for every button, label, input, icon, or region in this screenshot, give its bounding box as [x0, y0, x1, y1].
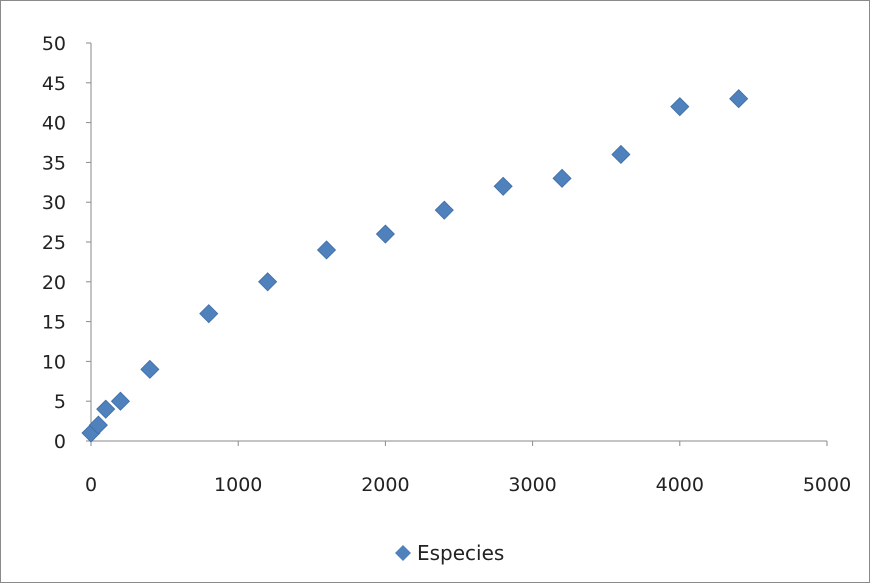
data-point — [552, 168, 572, 188]
data-point — [88, 415, 108, 435]
data-point — [140, 359, 160, 379]
x-tick-label: 1000 — [214, 474, 262, 496]
y-tick-label: 15 — [42, 312, 66, 334]
y-tick-label: 35 — [42, 152, 66, 174]
data-point — [316, 240, 337, 260]
y-tick-label: 10 — [42, 351, 66, 373]
data-point — [670, 97, 690, 117]
y-tick-label: 30 — [42, 192, 66, 214]
x-tick-label: 2000 — [361, 474, 409, 496]
y-axis: 0 5 10 15 20 25 30 35 40 45 50 — [42, 33, 92, 453]
y-tick-label: 5 — [54, 391, 66, 413]
y-tick-label: 0 — [54, 431, 66, 453]
y-tick-label: 25 — [42, 232, 66, 254]
x-axis: 0 1000 2000 3000 4000 5000 — [85, 440, 851, 496]
x-tick-label: 4000 — [656, 474, 704, 496]
y-tick-label: 45 — [42, 73, 66, 95]
data-point — [493, 176, 513, 196]
x-tick-label: 0 — [85, 474, 97, 496]
data-point — [375, 224, 395, 244]
x-tick-label: 3000 — [508, 474, 556, 496]
legend: Especies — [395, 541, 504, 565]
data-point — [110, 391, 131, 411]
data-point — [611, 144, 631, 165]
data-point — [199, 304, 219, 324]
x-tick-label: 5000 — [803, 474, 851, 496]
legend-marker-diamond-icon — [395, 545, 411, 561]
y-tick-label: 50 — [42, 33, 66, 55]
data-point — [729, 89, 749, 109]
data-points — [81, 89, 749, 443]
data-point — [96, 399, 116, 419]
y-tick-label: 20 — [42, 272, 66, 294]
y-tick-label: 40 — [42, 113, 66, 135]
data-point — [434, 200, 454, 220]
data-point — [258, 272, 278, 292]
legend-label: Especies — [417, 541, 504, 565]
